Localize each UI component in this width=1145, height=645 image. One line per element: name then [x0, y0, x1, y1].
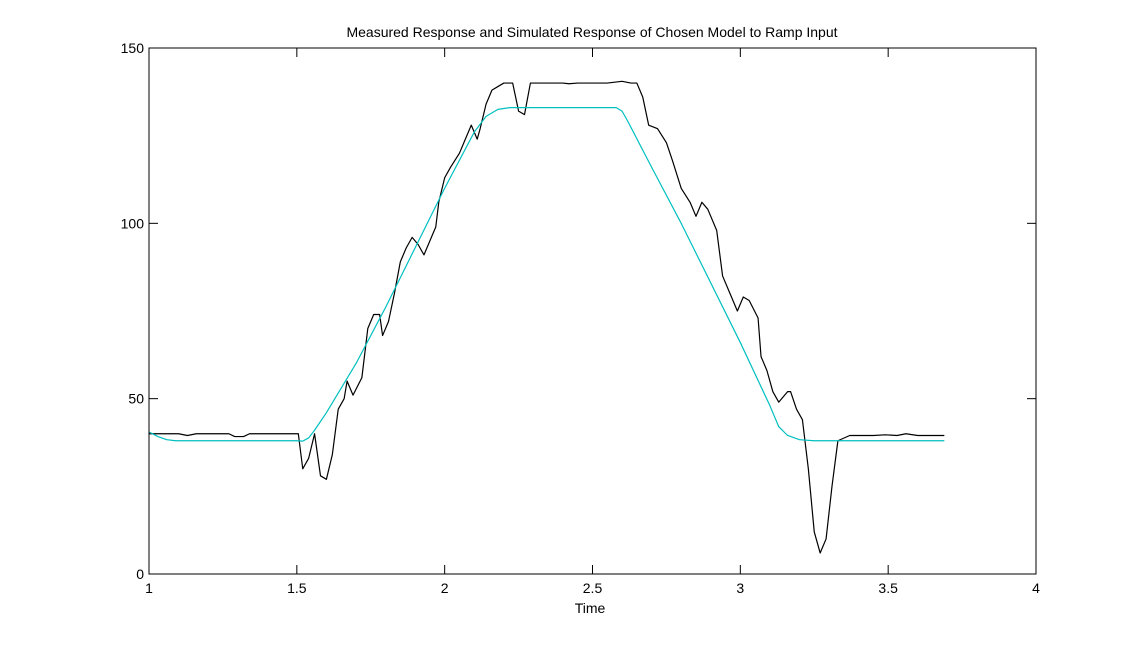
x-tick-label: 3	[736, 580, 744, 596]
x-tick-label: 3.5	[878, 580, 898, 596]
simulated-response-line	[148, 107, 945, 442]
x-axis: 1 1.5 2 2.5 3 3.5 4	[145, 48, 1040, 596]
x-tick-label: 1	[145, 580, 153, 596]
measured-response-line	[149, 80, 945, 554]
x-tick-label: 2.5	[583, 580, 603, 596]
x-tick-label: 1.5	[287, 580, 307, 596]
plot-lines	[148, 80, 945, 554]
x-tick-label: 2	[441, 580, 449, 596]
chart-title: Measured Response and Simulated Response…	[346, 24, 837, 40]
y-tick-label: 50	[128, 391, 144, 407]
y-tick-label: 0	[136, 566, 144, 582]
y-tick-label: 100	[121, 215, 145, 231]
x-axis-label: Time	[575, 600, 606, 616]
x-tick-label: 4	[1032, 580, 1040, 596]
y-tick-label: 150	[121, 40, 145, 56]
y-axis: 0 50 100 150	[121, 40, 1036, 582]
